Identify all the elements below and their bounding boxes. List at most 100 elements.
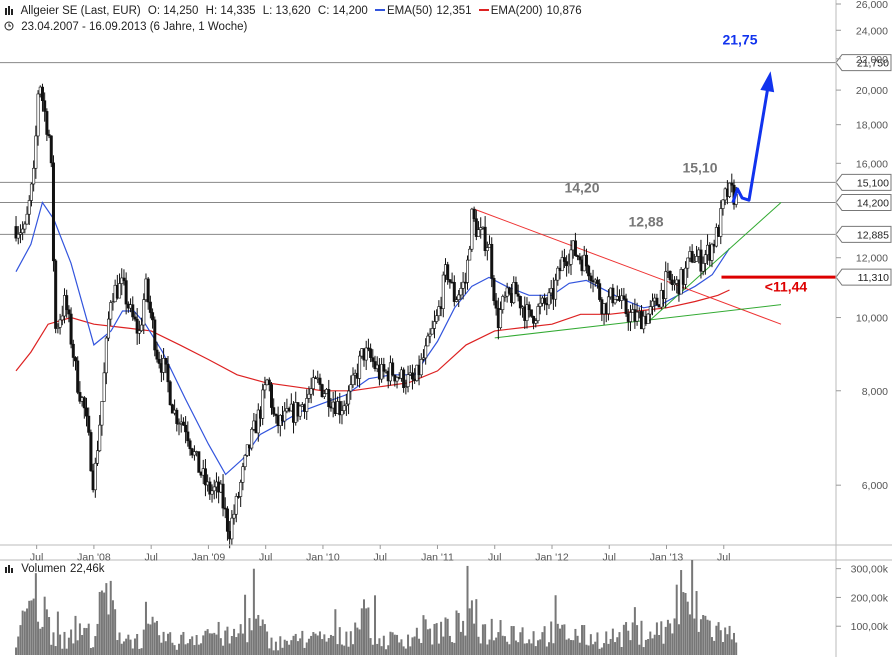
volume-bar (50, 644, 53, 655)
price-candle-body (236, 496, 240, 498)
volume-bar (32, 598, 35, 655)
target-path (731, 76, 772, 203)
price-candle-body (692, 261, 696, 263)
price-candle-body (223, 507, 227, 510)
volume-bar (325, 641, 328, 655)
volume-bar (563, 624, 566, 655)
volume-bar (633, 607, 636, 655)
volume-bar (347, 646, 350, 655)
annotation-label: 21,75 (722, 32, 757, 48)
volume-bar (618, 632, 621, 655)
volume-bar (732, 632, 735, 655)
price-candle-body (514, 282, 518, 295)
volume-bar (321, 639, 324, 655)
volume-bar (622, 624, 625, 655)
price-candle-body (118, 283, 122, 299)
volume-bar (92, 647, 95, 655)
price-candle-body (651, 300, 655, 307)
volume-tick-label: 100,00k (851, 621, 889, 633)
annotation-label: <11,44 (765, 278, 808, 294)
volume-bar (387, 645, 390, 655)
volume-bar (710, 637, 713, 655)
volume-bar (440, 621, 443, 655)
volume-bar (673, 618, 676, 655)
volume-bar (30, 600, 33, 655)
price-candle-body (344, 403, 348, 407)
price-candle-body (494, 300, 498, 309)
volume-bar (409, 646, 412, 655)
annotation-label: 12,88 (628, 213, 663, 229)
volume-bar (464, 635, 467, 655)
price-candle-body (327, 389, 331, 407)
price-candle-body (16, 234, 20, 239)
x-tick-label: Jan '13 (650, 551, 684, 563)
volume-bar (512, 626, 515, 655)
x-tick-label: Jul (373, 551, 386, 563)
volume-bar (197, 644, 200, 655)
price-candle-body (232, 513, 236, 519)
volume-bar (530, 643, 533, 655)
volume-bar (241, 633, 244, 655)
volume-bar (640, 620, 643, 655)
volume-bar (466, 565, 469, 655)
level-label-box (835, 54, 892, 72)
volume-bar (398, 642, 401, 655)
price-candle-body (538, 302, 542, 307)
volume-bar (446, 618, 449, 655)
price-candle-body (424, 345, 428, 359)
price-candle-body (516, 293, 520, 297)
volume-bar (510, 626, 513, 655)
price-candle-body (107, 318, 111, 339)
price-candle-body (452, 282, 456, 302)
x-tick-label: Jul (259, 551, 272, 563)
volume-bar (536, 640, 539, 655)
volume-bar (180, 634, 183, 655)
volume-bar (63, 631, 66, 655)
price-candle-body (507, 287, 511, 294)
volume-bar (611, 628, 614, 655)
chart-settings-icon[interactable] (4, 5, 14, 15)
price-candle-body (124, 280, 128, 305)
volume-bar (404, 648, 407, 655)
price-candle-body (441, 274, 445, 309)
volume-bar (208, 633, 211, 655)
volume-bar (26, 608, 29, 655)
price-candle-body (584, 254, 588, 267)
volume-bar (528, 639, 531, 655)
price-candle-body (78, 392, 82, 402)
price-candle-body (243, 455, 247, 467)
price-candle-body (32, 167, 36, 185)
price-candle-body (492, 278, 496, 302)
ema50-layer (15, 201, 731, 476)
volume-bar (114, 609, 117, 655)
volume-bar (565, 639, 568, 655)
price-candle-body (93, 462, 97, 491)
x-tick-label: Jul (603, 551, 616, 563)
volume-bar (426, 629, 429, 655)
volume-bar (120, 643, 123, 655)
price-candle-body (470, 208, 474, 250)
y-tick-label: 16,000 (856, 158, 888, 170)
price-candle-body (36, 93, 40, 137)
volume-bar (94, 636, 97, 655)
volume-bar (488, 639, 491, 655)
price-candle-body (466, 259, 470, 283)
volume-bar (301, 630, 304, 655)
y-tick-label: 6,000 (862, 480, 888, 492)
volume-bar (514, 640, 517, 655)
volume-value: 22,46k (69, 563, 105, 575)
volume-bar (462, 620, 465, 655)
ema200-layer (15, 289, 730, 392)
price-candle-body (391, 362, 395, 376)
volume-bar (477, 636, 480, 655)
price-candle-body (646, 313, 650, 324)
volume-bar (138, 648, 141, 655)
x-tick-label: Jul (717, 551, 730, 563)
price-candle-body (71, 343, 75, 358)
volume-bar (105, 583, 108, 655)
volume-bar (215, 634, 218, 655)
volume-bar (103, 592, 106, 655)
price-candle-body (208, 481, 212, 495)
volume-bar (484, 624, 487, 655)
